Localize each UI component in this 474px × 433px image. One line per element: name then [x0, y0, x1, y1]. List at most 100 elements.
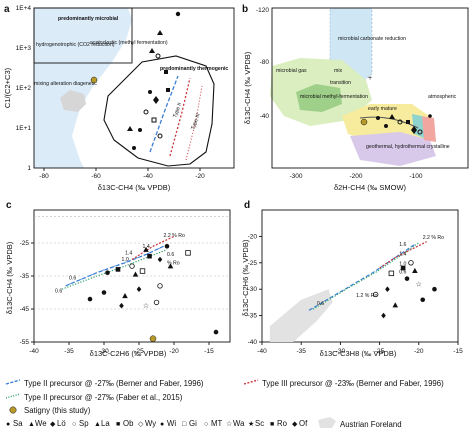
tick-label: -40 — [29, 348, 39, 355]
maturity-curve — [312, 242, 420, 310]
legend: Type II precursor @ -27‰ (Berner and Fab… — [5, 379, 444, 429]
curve-label: 0.6 — [167, 252, 174, 258]
curve-label: 1.6 — [399, 242, 406, 248]
satigny-point — [90, 76, 98, 84]
data-point — [115, 267, 121, 272]
data-point — [167, 263, 174, 269]
legend-symbol-glyph: ◆ — [50, 421, 56, 428]
tick-label: -20 — [169, 348, 179, 355]
data-point: ☆ — [416, 280, 422, 288]
data-point: ☆ — [143, 302, 149, 310]
curve-label: 2.2 % Ro — [423, 235, 444, 241]
panel-b-points: + — [360, 75, 432, 135]
legend-symbol-label: Of — [299, 419, 308, 428]
thermogenic-region — [103, 55, 215, 167]
tick-label: 1E+4 — [16, 5, 32, 12]
legend-swatch-satigny — [9, 406, 17, 414]
type-iii-curve-a — [169, 77, 191, 157]
legend-symbol-label: Ob — [123, 419, 134, 428]
satigny-point — [149, 335, 157, 342]
tick-label: -45 — [20, 306, 30, 313]
panel-d-axes — [261, 209, 459, 343]
data-point — [132, 271, 139, 277]
tick-label: -60 — [91, 173, 101, 180]
point — [417, 129, 423, 135]
legend-faber: Type II precursor @ -27‰ (Faber et al., … — [24, 393, 183, 402]
point — [389, 114, 395, 119]
panel-b-yticks: -120 -80 -40 — [256, 7, 269, 120]
panel-d-yticks: -20 -25 -30 -35 -40 — [248, 233, 262, 346]
tick-label: -80 — [39, 173, 49, 180]
panel-c-curves — [61, 235, 175, 290]
panel-d-points: ☆ — [372, 260, 437, 319]
legend-swatch-faber — [5, 393, 21, 399]
panel-b: b microbial carbonate reduction microbia… — [242, 4, 469, 192]
data-point — [412, 267, 418, 274]
mixing-region — [60, 90, 86, 112]
legend-symbol-glyph: ◆ — [292, 421, 298, 428]
label-microbial-gas: microbial gas — [276, 68, 307, 74]
tick-label: 1E+3 — [16, 45, 32, 52]
panel-d-xticks: -40 -35 -30 -25 -20 -15 — [257, 342, 463, 355]
curve-label: 1.4 — [125, 251, 132, 257]
legend-symbols: ● Sa ▲ We ◆ Lö ○ Sp ▲ La ■ Ob ◇ Wy ● Wi □ Gi ○ MT ☆ Wa ★ Sc ■ Ro ◆… — [6, 419, 308, 428]
legend-symbol-label: Sp — [79, 419, 89, 428]
data-point — [388, 270, 395, 277]
panel-b-label: b — [242, 4, 248, 15]
curve-label: 0.6 — [69, 275, 76, 281]
legend-symbol-label: Gi — [189, 419, 197, 428]
maturity-curve — [131, 235, 175, 261]
curve-label: 1.4 — [143, 244, 150, 250]
point — [148, 90, 152, 94]
point — [143, 109, 149, 115]
legend-satigny: Satigny (this study) — [24, 406, 91, 415]
legend-symbol-glyph: ★ — [248, 420, 254, 428]
data-point — [392, 302, 399, 308]
panel-c: c ☆ -40 -35 -30 -25 -20 -15 -25 -35 -45 -55 2.2 … — [5, 200, 231, 358]
panel-a-points — [90, 11, 181, 150]
tick-label: -35 — [64, 348, 74, 355]
atmospheric-point — [428, 114, 432, 118]
data-point — [87, 296, 93, 302]
label-mix: mix — [334, 68, 342, 74]
data-point — [213, 329, 219, 335]
tick-label: -20 — [195, 173, 205, 180]
panel-c-gridlines — [34, 216, 230, 310]
legend-symbol-glyph: ● — [160, 421, 164, 428]
curve-label: 1.2 % Ro — [356, 293, 377, 299]
label-transition: transition — [330, 80, 351, 86]
tick-label: -35 — [296, 348, 306, 355]
panel-d-label: d — [244, 200, 250, 211]
tick-label: -35 — [20, 273, 30, 280]
legend-type-iii: Type III precursor @ -23‰ (Berner and Fa… — [262, 379, 444, 388]
austrian-foreland-region — [269, 289, 333, 342]
legend-symbol-glyph: ■ — [116, 421, 120, 428]
data-point — [147, 253, 152, 259]
legend-symbol-label: Sa — [13, 419, 23, 428]
point — [157, 30, 163, 35]
point — [132, 146, 136, 150]
panel-a-axes — [33, 7, 235, 169]
panel-b-ylabel: δ13C-CH4 (‰ VPDB) — [243, 51, 252, 124]
point — [376, 116, 380, 120]
point — [411, 126, 417, 134]
tick-label: -55 — [20, 339, 30, 346]
region-geothermal — [350, 132, 436, 166]
panel-a-xlabel: δ13C-CH4 (‰ VPDB) — [98, 183, 171, 192]
legend-symbol-label: We — [35, 419, 47, 428]
data-point — [101, 290, 107, 295]
legend-symbol-glyph: ☆ — [226, 420, 232, 428]
tick-label: 1E+2 — [16, 85, 32, 92]
tick-label: -25 — [20, 240, 30, 247]
data-point — [408, 260, 414, 266]
panel-a-ylabel: C1/(C2+C3) — [3, 67, 12, 108]
legend-swatch-austrian — [318, 417, 336, 428]
legend-swatch-type-iii — [243, 379, 259, 385]
legend-symbol-glyph: ○ — [72, 421, 76, 428]
tick-label: 1 — [27, 165, 31, 172]
legend-symbol-glyph: ● — [6, 421, 10, 428]
panel-c-xticks: -40 -35 -30 -25 -20 -15 — [29, 342, 214, 355]
tick-label: -20 — [414, 348, 424, 355]
